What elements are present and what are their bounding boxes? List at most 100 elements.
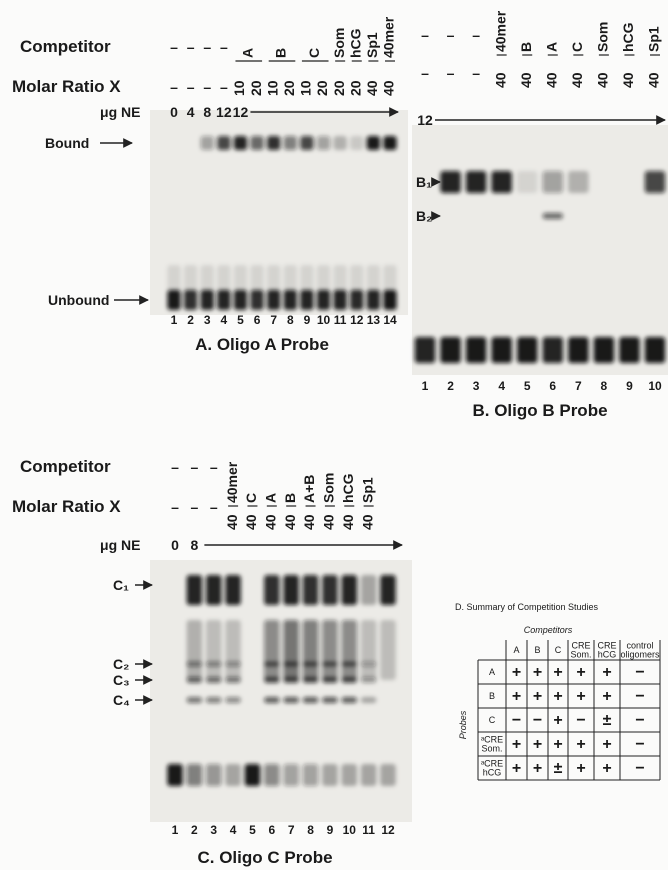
lane-number: 10	[317, 313, 331, 327]
band	[267, 136, 280, 150]
lane-number: 9	[304, 313, 311, 327]
lane-number: 2	[447, 379, 454, 393]
lane-number: 6	[268, 823, 275, 837]
competitor: Som	[331, 28, 347, 58]
band	[300, 136, 313, 150]
band	[300, 265, 313, 295]
lane-number: 4	[230, 823, 237, 837]
molar-ratio: –	[190, 499, 198, 515]
competitor: B	[518, 42, 534, 52]
table-text: hCG	[483, 768, 502, 778]
table-cell: +	[553, 664, 562, 681]
band	[187, 575, 202, 605]
lane-number: 4	[498, 379, 505, 393]
molar-ratio: –	[203, 79, 211, 95]
table-cell: −	[635, 736, 644, 753]
table-text: A	[489, 667, 495, 677]
molar-ratio: 40	[243, 514, 259, 530]
lane-number: 6	[254, 313, 261, 327]
band	[517, 171, 537, 193]
band	[284, 136, 297, 150]
molar-ratio: 10	[298, 80, 314, 96]
molar-ratio: 40	[492, 72, 508, 88]
lane-number: 14	[383, 313, 397, 327]
lane-number: 7	[288, 823, 295, 837]
band	[201, 265, 214, 295]
band	[225, 764, 240, 786]
molar-ratio: 40	[340, 514, 356, 530]
competitor: A	[543, 42, 559, 52]
band	[184, 265, 197, 295]
lane-number: 10	[648, 379, 662, 393]
row-label: Competitor	[20, 457, 111, 476]
lane-number: 5	[237, 313, 244, 327]
band	[317, 265, 330, 295]
table-cell: +	[576, 760, 585, 777]
table-text: C	[555, 645, 562, 655]
molar-ratio: –	[472, 65, 480, 81]
row-label: Competitor	[20, 37, 111, 56]
table-cell: +	[576, 736, 585, 753]
band	[225, 575, 240, 605]
band-label: C₂	[113, 656, 129, 672]
table-cell: +	[553, 712, 562, 729]
molar-ratio: 40	[282, 514, 298, 530]
ne-amount: 4	[187, 104, 195, 120]
band-label: C₃	[113, 672, 130, 688]
table-text: hCG	[598, 650, 617, 660]
lane-number: 3	[204, 313, 211, 327]
lane-number: 2	[187, 313, 194, 327]
band	[322, 575, 337, 605]
table-cell: −	[635, 712, 644, 729]
competitor: Sp1	[364, 32, 380, 58]
molar-ratio: 20	[331, 80, 347, 96]
band	[645, 171, 665, 193]
band	[322, 677, 337, 683]
band	[380, 620, 395, 680]
band	[568, 337, 588, 363]
caption: A. Oligo A Probe	[195, 335, 329, 354]
competitor: A+B	[301, 475, 317, 503]
competitor: –	[203, 39, 211, 55]
band	[234, 265, 247, 295]
table-cell: ±	[554, 760, 563, 777]
band	[466, 337, 486, 363]
band	[322, 764, 337, 786]
band	[283, 662, 298, 667]
lane-number: 11	[334, 313, 347, 327]
competitor: A	[263, 493, 279, 503]
table-text: oligomers	[620, 650, 660, 660]
lane-number: 9	[626, 379, 633, 393]
band	[322, 620, 337, 680]
band	[619, 337, 639, 363]
band	[342, 575, 357, 605]
competitor: B	[273, 48, 289, 58]
band	[264, 662, 279, 667]
molar-ratio: 20	[281, 80, 297, 96]
band	[342, 764, 357, 786]
band	[342, 662, 357, 667]
table-cell: +	[553, 736, 562, 753]
band	[303, 677, 318, 683]
band	[217, 265, 230, 295]
caption: B. Oligo B Probe	[472, 401, 607, 420]
band	[322, 662, 337, 667]
table-text: B	[534, 645, 540, 655]
band-label: C₄	[113, 692, 130, 708]
competitor: Som	[321, 473, 337, 503]
molar-ratio: 40	[595, 72, 611, 88]
band	[283, 620, 298, 680]
competitor: hCG	[620, 22, 636, 52]
band	[225, 662, 240, 667]
molar-ratio: –	[220, 79, 228, 95]
lane-number: 9	[327, 823, 334, 837]
lane-number: 5	[249, 823, 256, 837]
band	[645, 337, 665, 363]
lane-number: 6	[549, 379, 556, 393]
competitor: –	[472, 27, 480, 43]
band	[361, 662, 376, 667]
band	[350, 265, 363, 295]
band	[187, 677, 202, 683]
ne-amount: 0	[170, 104, 178, 120]
table-text: Som.	[481, 744, 502, 754]
